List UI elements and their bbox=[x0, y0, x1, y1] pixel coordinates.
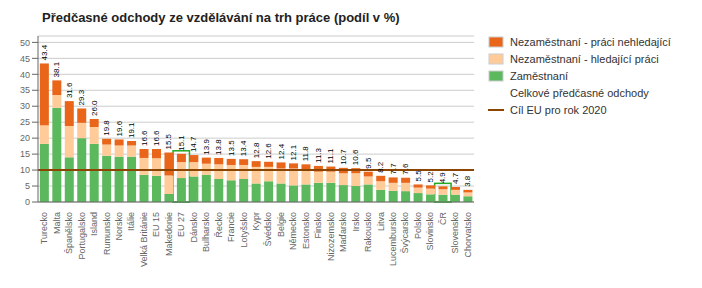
svg-text:Slovinsko: Slovinsko bbox=[425, 212, 435, 251]
svg-text:EU 15: EU 15 bbox=[151, 212, 161, 237]
svg-text:15.5: 15.5 bbox=[164, 133, 173, 149]
svg-text:0: 0 bbox=[25, 197, 30, 207]
svg-text:Makedonie: Makedonie bbox=[164, 212, 174, 256]
svg-text:5: 5 bbox=[25, 181, 30, 191]
svg-text:20: 20 bbox=[20, 133, 30, 143]
svg-text:11.3: 11.3 bbox=[314, 147, 323, 163]
svg-text:Belgie: Belgie bbox=[276, 212, 286, 237]
svg-text:ČR: ČR bbox=[438, 212, 448, 225]
svg-text:13.9: 13.9 bbox=[202, 139, 211, 155]
svg-text:29.3: 29.3 bbox=[77, 89, 86, 105]
svg-text:Řecko: Řecko bbox=[214, 212, 224, 238]
svg-text:35: 35 bbox=[20, 85, 30, 95]
svg-text:11.8: 11.8 bbox=[301, 146, 310, 162]
svg-text:19.1: 19.1 bbox=[127, 122, 136, 138]
svg-text:5.5: 5.5 bbox=[414, 170, 423, 182]
svg-text:Švédsko: Švédsko bbox=[263, 212, 273, 247]
svg-text:Lucembursko: Lucembursko bbox=[388, 212, 398, 266]
svg-text:Rumunsko: Rumunsko bbox=[102, 212, 112, 255]
html-text:Nezaměstnaní - hledající práci: Nezaměstnaní - hledající práci bbox=[510, 53, 659, 65]
svg-text:Dánsko: Dánsko bbox=[189, 212, 199, 243]
svg-text:EU 27: EU 27 bbox=[176, 212, 186, 237]
svg-text:10.7: 10.7 bbox=[339, 149, 348, 165]
svg-text:13.4: 13.4 bbox=[239, 140, 248, 156]
svg-text:14.7: 14.7 bbox=[189, 136, 198, 152]
svg-text:26.0: 26.0 bbox=[90, 100, 99, 116]
svg-text:Švýcarsko: Švýcarsko bbox=[400, 212, 410, 254]
svg-text:7.6: 7.6 bbox=[401, 163, 410, 175]
svg-text:Portugalsko: Portugalsko bbox=[77, 212, 87, 260]
svg-text:31.6: 31.6 bbox=[65, 82, 74, 98]
svg-text:13.5: 13.5 bbox=[227, 140, 236, 156]
svg-text:4.7: 4.7 bbox=[451, 172, 460, 184]
svg-text:Irsko: Irsko bbox=[351, 212, 361, 232]
svg-text:Rakousko: Rakousko bbox=[363, 212, 373, 252]
svg-text:Německo: Německo bbox=[288, 212, 298, 250]
svg-text:Norsko: Norsko bbox=[114, 212, 124, 241]
svg-text:Francie: Francie bbox=[226, 212, 236, 242]
svg-text:50: 50 bbox=[20, 38, 30, 48]
svg-text:30: 30 bbox=[20, 101, 30, 111]
svg-text:16.6: 16.6 bbox=[140, 130, 149, 146]
svg-text:43.4: 43.4 bbox=[40, 44, 49, 60]
svg-text:19.6: 19.6 bbox=[115, 120, 124, 136]
svg-text:Nizozemsko: Nizozemsko bbox=[326, 212, 336, 261]
svg-text:15.1: 15.1 bbox=[177, 135, 186, 151]
svg-text:Turecko: Turecko bbox=[39, 212, 49, 244]
svg-text:Chorvatsko: Chorvatsko bbox=[463, 212, 473, 258]
svg-text:Polsko: Polsko bbox=[413, 212, 423, 239]
svg-text:11.1: 11.1 bbox=[326, 148, 335, 164]
svg-text:12.6: 12.6 bbox=[264, 143, 273, 159]
svg-text:45: 45 bbox=[20, 54, 30, 64]
svg-text:Estonsko: Estonsko bbox=[301, 212, 311, 249]
svg-text:12.4: 12.4 bbox=[277, 143, 286, 159]
html-text:Cíl EU pro rok 2020: Cíl EU pro rok 2020 bbox=[510, 104, 607, 116]
svg-text:Malta: Malta bbox=[52, 212, 62, 234]
svg-text:16.6: 16.6 bbox=[152, 130, 161, 146]
svg-text:25: 25 bbox=[20, 117, 30, 127]
html-text:Předčasné odchody ze vzděláván: Předčasné odchody ze vzdělávání na trh p… bbox=[42, 10, 400, 25]
svg-text:Bulharsko: Bulharsko bbox=[201, 212, 211, 252]
svg-text:5.2: 5.2 bbox=[426, 171, 435, 183]
svg-text:12.1: 12.1 bbox=[289, 144, 298, 160]
svg-text:Velká Británie: Velká Británie bbox=[139, 212, 149, 267]
svg-text:10: 10 bbox=[20, 165, 30, 175]
svg-text:Itálie: Itálie bbox=[126, 212, 136, 231]
svg-text:3.8: 3.8 bbox=[463, 175, 472, 187]
html-text:Zaměstnaní: Zaměstnaní bbox=[510, 70, 569, 82]
svg-text:7.7: 7.7 bbox=[389, 163, 398, 175]
svg-text:Maďarsko: Maďarsko bbox=[338, 212, 348, 252]
svg-text:12.8: 12.8 bbox=[252, 142, 261, 158]
html-text:Nezaměstnaní - práci nehledají: Nezaměstnaní - práci nehledající bbox=[510, 36, 671, 48]
svg-text:Slovensko: Slovensko bbox=[450, 212, 460, 254]
svg-text:4.9: 4.9 bbox=[438, 172, 447, 184]
html-text:Celkové předčasné odchody: Celkové předčasné odchody bbox=[510, 87, 649, 99]
svg-text:Lotyšsko: Lotyšsko bbox=[239, 212, 249, 248]
svg-text:15: 15 bbox=[20, 149, 30, 159]
svg-text:8.2: 8.2 bbox=[376, 161, 385, 173]
svg-text:19.8: 19.8 bbox=[102, 120, 111, 136]
svg-text:13.8: 13.8 bbox=[214, 139, 223, 155]
svg-text:Španělsko: Španělsko bbox=[64, 212, 74, 254]
svg-text:40: 40 bbox=[20, 70, 30, 80]
svg-text:10.6: 10.6 bbox=[351, 149, 360, 165]
svg-text:38.1: 38.1 bbox=[52, 61, 61, 77]
svg-text:Island: Island bbox=[89, 212, 99, 236]
svg-text:Finsko: Finsko bbox=[313, 212, 323, 239]
svg-text:Kypr: Kypr bbox=[251, 212, 261, 231]
svg-text:Litva: Litva bbox=[376, 212, 386, 231]
svg-text:9.5: 9.5 bbox=[364, 157, 373, 169]
